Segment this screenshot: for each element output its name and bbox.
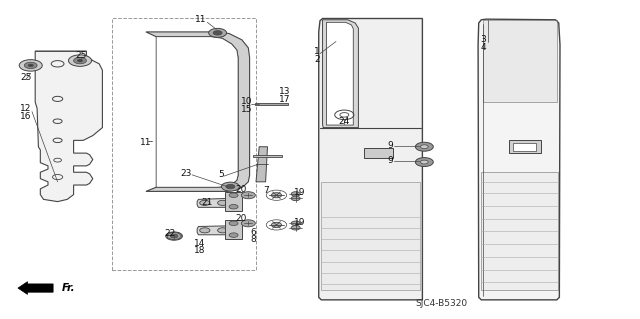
Circle shape	[271, 222, 282, 227]
Text: SJC4-B5320: SJC4-B5320	[415, 299, 468, 308]
Circle shape	[291, 192, 300, 196]
Circle shape	[271, 193, 282, 198]
Text: 3: 3	[481, 35, 486, 44]
Text: 20: 20	[235, 185, 246, 194]
Circle shape	[200, 228, 210, 233]
Circle shape	[241, 192, 255, 199]
Polygon shape	[255, 103, 288, 105]
Polygon shape	[321, 182, 420, 290]
Polygon shape	[197, 226, 228, 235]
Text: 13: 13	[279, 87, 291, 96]
Polygon shape	[256, 147, 268, 182]
Text: 9: 9	[388, 141, 393, 150]
Text: 7: 7	[263, 186, 268, 195]
Circle shape	[209, 28, 227, 37]
Circle shape	[415, 142, 433, 151]
Text: Fr.: Fr.	[61, 283, 75, 293]
Circle shape	[218, 200, 228, 205]
Text: 20: 20	[235, 214, 246, 223]
Text: 18: 18	[194, 246, 205, 255]
Text: 14: 14	[194, 239, 205, 248]
Text: 19: 19	[294, 189, 305, 197]
Text: 21: 21	[202, 198, 213, 207]
Polygon shape	[509, 140, 541, 153]
Text: 25: 25	[75, 51, 86, 60]
Text: 1: 1	[314, 47, 319, 56]
Polygon shape	[18, 282, 53, 294]
Circle shape	[170, 234, 178, 238]
Circle shape	[166, 232, 182, 240]
Polygon shape	[364, 148, 393, 158]
Text: 5: 5	[218, 170, 223, 179]
Circle shape	[68, 55, 92, 66]
Polygon shape	[156, 37, 238, 187]
Text: 23: 23	[180, 169, 191, 178]
Circle shape	[241, 220, 255, 227]
Text: 6: 6	[250, 228, 255, 237]
Polygon shape	[35, 51, 102, 202]
Text: 19: 19	[294, 218, 305, 227]
Text: 4: 4	[481, 43, 486, 52]
Polygon shape	[481, 172, 558, 290]
Polygon shape	[197, 198, 229, 207]
Text: 9: 9	[388, 156, 393, 165]
Text: 25: 25	[20, 73, 31, 82]
Text: 10: 10	[241, 97, 252, 106]
Text: 11: 11	[140, 138, 152, 147]
Circle shape	[229, 233, 238, 237]
Circle shape	[229, 221, 238, 226]
Polygon shape	[225, 220, 242, 239]
Text: 24: 24	[339, 117, 350, 126]
Polygon shape	[319, 19, 422, 300]
Polygon shape	[483, 20, 557, 102]
Circle shape	[218, 228, 228, 233]
Circle shape	[226, 184, 235, 189]
PathPatch shape	[146, 32, 250, 191]
Circle shape	[420, 160, 428, 164]
Text: 22: 22	[164, 229, 175, 238]
Polygon shape	[323, 20, 358, 128]
Polygon shape	[253, 155, 282, 157]
Circle shape	[24, 62, 37, 69]
Text: 12: 12	[20, 104, 31, 113]
Text: 8: 8	[250, 235, 255, 244]
Circle shape	[229, 193, 238, 197]
Circle shape	[420, 145, 428, 149]
Circle shape	[221, 182, 239, 191]
Circle shape	[213, 31, 222, 35]
Circle shape	[229, 204, 238, 209]
Polygon shape	[478, 19, 560, 300]
Circle shape	[291, 196, 300, 201]
Bar	[112, 18, 256, 270]
Text: 17: 17	[279, 95, 291, 104]
Circle shape	[19, 60, 42, 71]
Text: 15: 15	[241, 105, 252, 114]
Polygon shape	[225, 192, 242, 211]
Circle shape	[74, 57, 86, 64]
Polygon shape	[513, 143, 536, 151]
Circle shape	[291, 221, 300, 226]
Circle shape	[77, 59, 83, 62]
Circle shape	[415, 158, 433, 167]
Circle shape	[28, 64, 33, 67]
Circle shape	[291, 226, 300, 230]
Text: 11: 11	[195, 15, 206, 24]
Polygon shape	[326, 22, 353, 125]
Circle shape	[200, 200, 210, 205]
Text: 2: 2	[314, 56, 319, 64]
Text: 16: 16	[20, 112, 31, 121]
